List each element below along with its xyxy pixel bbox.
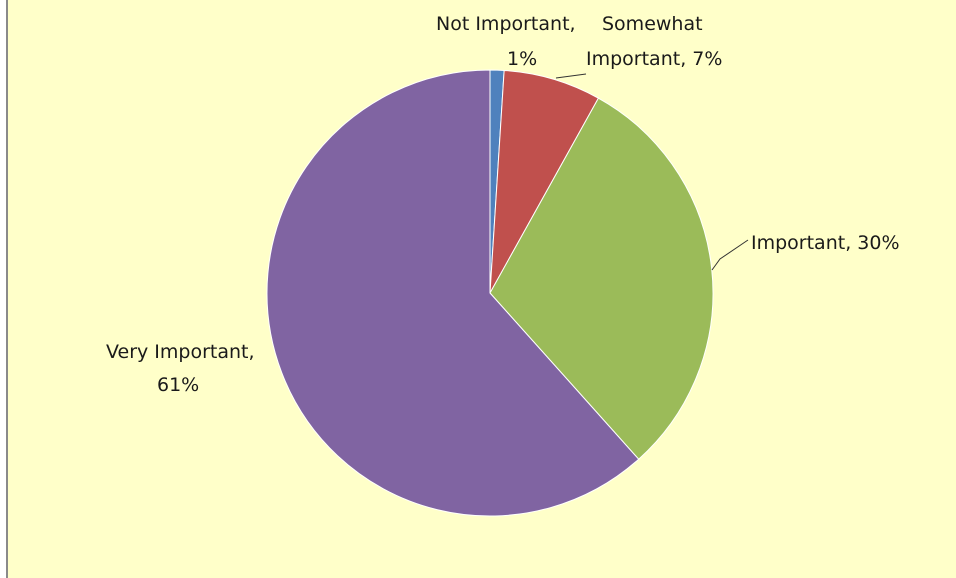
label-not-important-line2: 1% — [507, 48, 537, 70]
label-important: Important, 30% — [751, 232, 900, 254]
leader-line-important — [711, 239, 749, 271]
label-not-important-line1: Not Important, — [436, 13, 576, 35]
label-somewhat-line2: Important, 7% — [586, 48, 722, 70]
label-somewhat-line1: Somewhat — [602, 13, 703, 35]
pie-chart: Not Important, 1% Somewhat Important, 7%… — [106, 13, 900, 517]
leader-line-somewhat — [555, 73, 587, 79]
label-very-important-line2: 61% — [157, 374, 199, 396]
label-very-important-line1: Very Important, — [106, 341, 255, 363]
slice-very-important — [266, 69, 640, 517]
chart-area: Not Important, 1% Somewhat Important, 7%… — [6, 0, 956, 578]
slice-important — [489, 97, 714, 460]
pie-slices — [266, 69, 714, 517]
